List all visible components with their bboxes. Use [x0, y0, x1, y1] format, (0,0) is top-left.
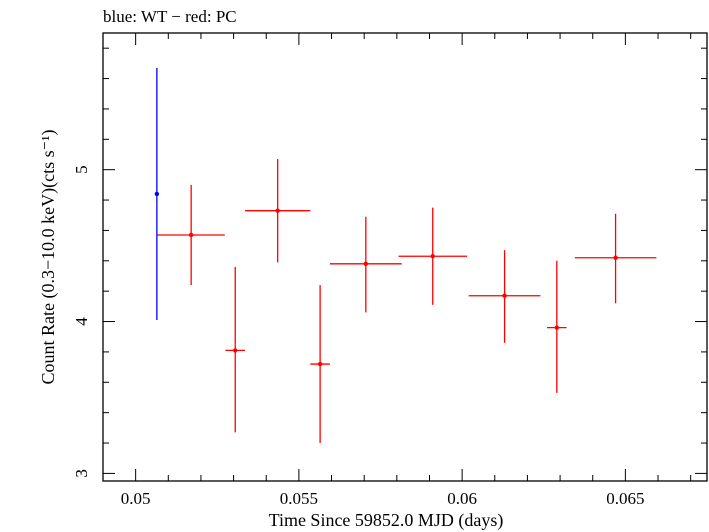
chart-title: blue: WT − red: PC — [103, 7, 237, 26]
x-axis-label: Time Since 59852.0 MJD (days) — [269, 510, 504, 531]
data-marks — [154, 67, 657, 444]
x-tick-label: 0.06 — [447, 489, 477, 508]
y-axis-label: Count Rate (0.3−10.0 keV)(cts s⁻¹) — [38, 129, 59, 384]
data-point — [613, 255, 618, 260]
data-point — [502, 293, 507, 298]
y-tick-label: 3 — [72, 469, 91, 478]
y-tick-label: 4 — [72, 317, 91, 326]
data-point — [317, 361, 323, 367]
data-point — [430, 254, 435, 259]
axis-ticks — [102, 33, 707, 481]
x-tick-labels: 0.05 0.055 0.06 0.065 — [121, 489, 645, 508]
y-tick-labels: 3 4 5 — [72, 165, 91, 477]
data-point — [363, 261, 369, 267]
x-tick-label: 0.05 — [121, 489, 151, 508]
x-tick-label: 0.065 — [606, 489, 644, 508]
plot-frame — [102, 32, 708, 482]
series-wt — [154, 67, 160, 321]
series-pc — [157, 159, 657, 444]
data-point — [188, 232, 194, 238]
data-point — [154, 191, 160, 197]
y-tick-label: 5 — [72, 165, 91, 174]
data-point — [554, 325, 560, 330]
x-tick-label: 0.055 — [280, 489, 318, 508]
data-point — [275, 208, 280, 213]
data-point — [233, 348, 238, 353]
